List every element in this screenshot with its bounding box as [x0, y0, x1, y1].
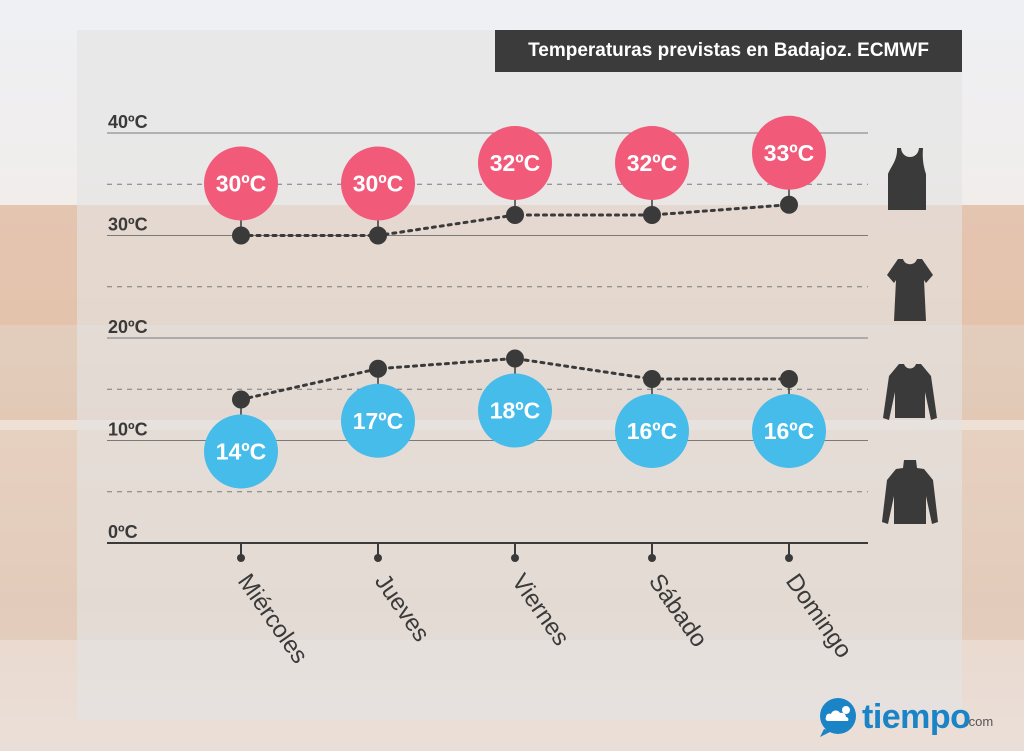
data-label: 16ºC: [764, 418, 815, 444]
x-axis: Miércoles Jueves Viernes Sábado Domingo: [107, 542, 868, 669]
data-label: 18ºC: [490, 398, 541, 424]
y-axis-ticks: 0ºC 10ºC 20ºC 30ºC 40ºC: [108, 112, 148, 542]
y-tick-label: 30ºC: [108, 215, 148, 235]
chart-title: Temperaturas previstas en Badajoz. ECMWF: [495, 30, 962, 72]
y-tick-label: 20ºC: [108, 317, 148, 337]
x-tick-label: Domingo: [780, 569, 857, 663]
data-label: 14ºC: [216, 439, 267, 465]
x-tick-dot: [648, 554, 656, 562]
data-point: [780, 195, 798, 214]
data-point: [506, 349, 524, 368]
value-bubble: [752, 115, 826, 190]
turtleneck-sweater-icon: [882, 460, 938, 524]
tank-top-icon: [888, 148, 926, 210]
x-tick-label: Jueves: [369, 569, 435, 647]
value-bubble: [615, 126, 689, 200]
data-label: 16ºC: [627, 418, 678, 444]
value-bubble: [204, 146, 278, 221]
t-shirt-icon: [887, 259, 933, 321]
long-sleeve-shirt-icon: [883, 364, 937, 420]
data-label: 30ºC: [353, 171, 404, 197]
data-label: 17ºC: [353, 408, 404, 434]
data-label: 33ºC: [764, 140, 815, 166]
x-tick-dot: [785, 554, 793, 562]
y-tick-label: 0ºC: [108, 522, 138, 542]
x-tick-label: Viernes: [506, 569, 575, 651]
value-bubble: [752, 394, 826, 468]
x-tick-dot: [511, 554, 519, 562]
brand-name: tiempo: [862, 698, 971, 736]
data-label: 32ºC: [490, 150, 541, 176]
y-tick-label: 40ºC: [108, 112, 148, 132]
data-point: [369, 226, 387, 245]
value-bubble: [204, 414, 278, 489]
data-point: [232, 226, 250, 245]
value-bubble: [341, 146, 415, 221]
data-point: [780, 370, 798, 388]
x-tick-dot: [374, 554, 382, 562]
data-point: [643, 370, 661, 388]
value-bubble: [341, 383, 415, 458]
value-bubble: [478, 126, 552, 200]
data-point: [369, 359, 387, 378]
brand-suffix: .com: [965, 714, 994, 729]
data-point: [232, 390, 250, 409]
data-label: 30ºC: [216, 171, 267, 197]
series-layer: 30ºC 30ºC 32ºC 32ºC 33ºC 14ºC 17ºC 18ºC 16ºC 16ºC: [204, 115, 826, 489]
value-bubble: [478, 373, 552, 448]
x-tick-dot: [237, 554, 245, 562]
x-tick-label: Sábado: [643, 569, 713, 652]
value-bubble: [615, 394, 689, 468]
y-tick-label: 10ºC: [108, 420, 148, 440]
clothing-icons: [882, 148, 938, 524]
x-tick-label: Miércoles: [232, 569, 313, 669]
data-point: [643, 206, 661, 224]
data-label: 32ºC: [627, 150, 678, 176]
data-point: [506, 206, 524, 224]
brand-logo-icon: [820, 698, 856, 737]
